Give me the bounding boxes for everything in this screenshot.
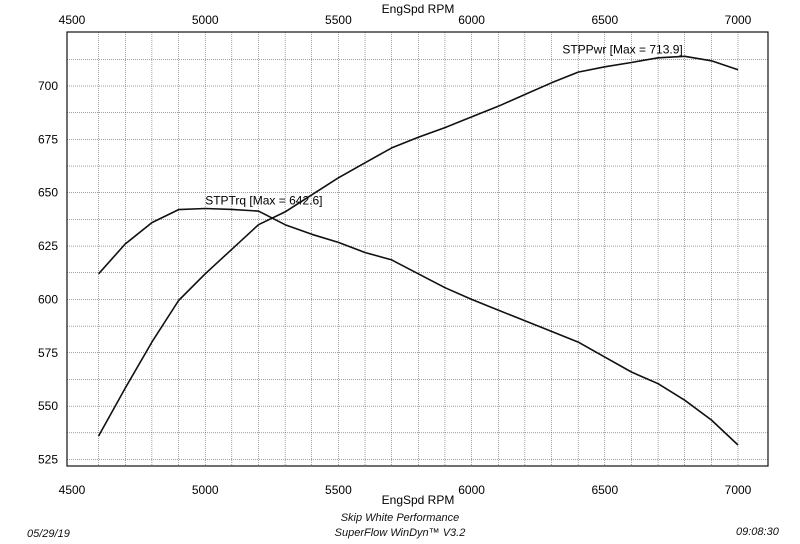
- y-tick-label: 600: [38, 292, 58, 306]
- x-tick-label-bottom: 6500: [591, 483, 618, 497]
- x-tick-label-bottom: 6000: [458, 483, 485, 497]
- company-name: Skip White Performance: [340, 512, 460, 524]
- chart-series: STPTrq [Max = 642.6] STPPwr [Max = 713.9]: [97, 42, 739, 446]
- x-tick-label-top: 6000: [458, 13, 485, 27]
- y-axis-tick-labels: 525 550 575 600 625 650 675 700: [38, 79, 58, 467]
- y-tick-label: 700: [38, 79, 58, 93]
- x-axis-title-bottom: EngSpd RPM: [382, 493, 455, 507]
- y-tick-label: 550: [38, 399, 58, 413]
- series-label-stptrq: STPTrq [Max = 642.6]: [205, 194, 322, 208]
- x-tick-label-top: 5000: [192, 13, 219, 27]
- x-axis-top-tick-labels: 4500 5000 5500 6000 6500 7000: [59, 13, 752, 27]
- x-axis-bottom-tick-labels: 4500 5000 5500 6000 6500 7000: [59, 483, 752, 497]
- x-tick-label-top: 6500: [591, 13, 618, 27]
- run-time: 09:08:30: [736, 526, 779, 538]
- x-tick-label-bottom: 5000: [192, 483, 219, 497]
- chart-grid: [67, 32, 768, 466]
- series-label-stppwr: STPPwr [Max = 713.9]: [562, 42, 682, 56]
- x-axis-title-top: EngSpd RPM: [382, 2, 455, 16]
- y-tick-label: 525: [38, 453, 58, 467]
- series-line-stppwr: [97, 55, 739, 437]
- x-tick-label-top: 7000: [725, 13, 752, 27]
- x-tick-label-bottom: 7000: [725, 483, 752, 497]
- software-name: SuperFlow WinDyn™ V3.2: [334, 527, 466, 539]
- run-date: 05/29/19: [27, 528, 70, 540]
- x-tick-label-top: 4500: [59, 13, 86, 27]
- y-tick-label: 675: [38, 132, 58, 146]
- plot-frame: [66, 31, 769, 467]
- x-tick-label-top: 5500: [325, 13, 352, 27]
- x-tick-label-bottom: 4500: [59, 483, 86, 497]
- x-tick-label-bottom: 5500: [325, 483, 352, 497]
- y-tick-label: 625: [38, 239, 58, 253]
- series-line-stptrq: [98, 207, 739, 446]
- y-tick-label: 575: [38, 346, 58, 360]
- y-tick-label: 650: [38, 186, 58, 200]
